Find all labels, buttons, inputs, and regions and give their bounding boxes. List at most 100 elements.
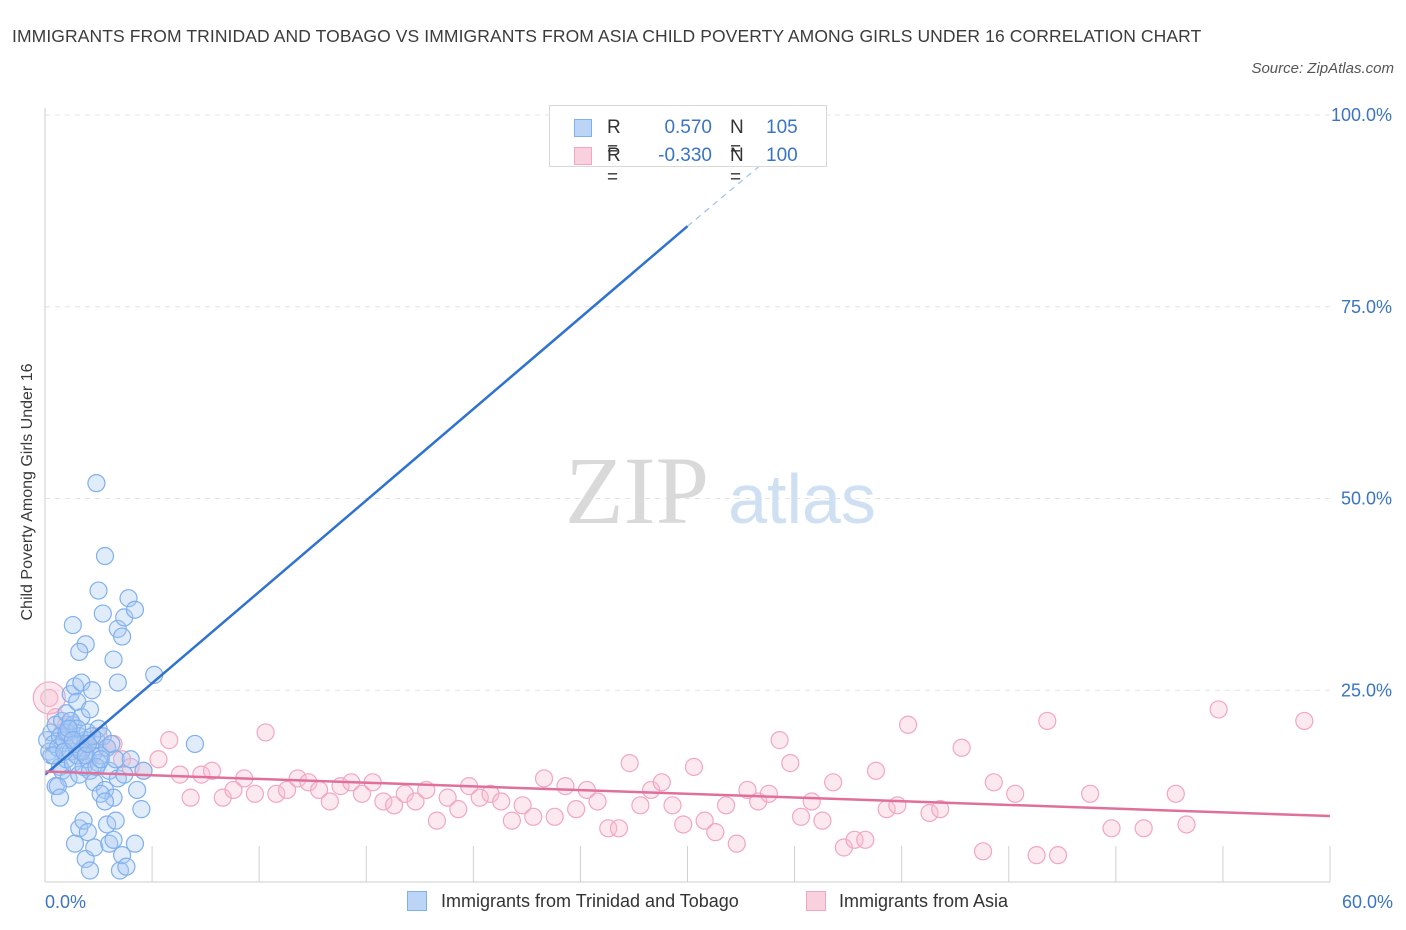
- data-point: [89, 581, 108, 600]
- x-tick-labels: 0.0% 60.0%: [45, 892, 1393, 912]
- data-point: [267, 784, 286, 803]
- trend-lines: [44, 118, 1331, 818]
- stats-n-label: N =: [730, 145, 744, 188]
- y-tick-label: 75.0%: [1341, 297, 1392, 317]
- data-point: [384, 796, 404, 815]
- data-point: [352, 784, 372, 803]
- data-point: [117, 857, 136, 876]
- y-tick-label: 100.0%: [1331, 105, 1392, 125]
- data-point: [181, 788, 200, 807]
- data-point: [567, 800, 586, 819]
- stats-r-value: -0.330: [658, 145, 712, 166]
- data-point: [802, 792, 821, 811]
- data-point: [1209, 700, 1228, 719]
- data-point: [104, 650, 123, 669]
- trend-line-trinidad: [44, 225, 689, 776]
- series-trinidad-points: [38, 474, 205, 880]
- stats-r-label: R =: [607, 117, 621, 160]
- y-tick-label: 25.0%: [1341, 680, 1392, 700]
- data-point: [524, 807, 543, 826]
- data-point: [106, 750, 125, 769]
- series-asia-points: [32, 681, 1314, 865]
- stats-n-label: N =: [730, 117, 744, 160]
- data-point: [534, 769, 554, 788]
- data-point: [98, 815, 117, 834]
- data-point: [80, 861, 100, 880]
- stats-n-value: 105: [766, 117, 798, 138]
- data-point: [50, 788, 70, 807]
- legend: Immigrants from Trinidad and Tobago Immi…: [0, 889, 1406, 915]
- data-point: [609, 819, 629, 838]
- stats-n-value: 100: [766, 145, 798, 166]
- data-point: [770, 731, 789, 750]
- data-point: [91, 750, 110, 769]
- data-point: [95, 792, 115, 811]
- data-point: [125, 600, 145, 619]
- data-point: [545, 807, 564, 826]
- data-point: [759, 784, 778, 803]
- data-point: [791, 807, 811, 826]
- legend-swatch-trinidad: [407, 891, 427, 911]
- data-point: [856, 830, 875, 849]
- data-point: [920, 803, 939, 823]
- data-point: [931, 800, 950, 819]
- data-point: [898, 715, 918, 734]
- data-point: [984, 773, 1003, 792]
- legend-swatch-asia: [806, 891, 826, 911]
- data-point: [127, 780, 147, 800]
- data-point: [63, 731, 82, 750]
- stats-swatch-trinidad: [574, 119, 592, 137]
- data-point: [492, 792, 511, 811]
- data-point: [1177, 815, 1196, 834]
- legend-label-trinidad: Immigrants from Trinidad and Tobago: [441, 891, 739, 911]
- trend-line-trinidad-extension: [687, 118, 817, 227]
- data-point: [599, 819, 618, 838]
- data-point: [59, 719, 78, 738]
- data-point: [1102, 819, 1121, 838]
- data-point: [706, 823, 725, 842]
- data-point: [652, 773, 671, 792]
- source-label: Source: ZipAtlas.com: [1251, 60, 1394, 77]
- data-point: [70, 642, 89, 662]
- x-tick-label-max: 60.0%: [1342, 892, 1393, 912]
- data-point: [866, 761, 886, 780]
- data-point: [95, 546, 115, 566]
- stats-r-value: 0.570: [664, 117, 712, 138]
- x-axis-ticks: [151, 846, 1331, 882]
- data-point: [556, 777, 575, 796]
- data-point: [112, 846, 132, 865]
- data-point: [470, 788, 489, 807]
- data-point: [80, 700, 100, 719]
- data-point: [973, 842, 993, 861]
- data-point: [202, 761, 222, 780]
- data-point: [502, 811, 521, 830]
- data-point: [119, 589, 138, 608]
- stats-swatch-asia: [574, 147, 592, 165]
- watermark: ZIP atlas: [565, 437, 876, 544]
- data-point: [738, 780, 757, 800]
- data-point: [438, 788, 457, 807]
- data-point: [631, 796, 650, 815]
- data-point: [102, 734, 121, 754]
- data-point: [132, 800, 151, 819]
- data-point: [1134, 819, 1153, 838]
- data-point: [108, 673, 127, 692]
- data-point: [185, 734, 205, 754]
- data-point: [245, 784, 264, 803]
- data-point: [663, 796, 682, 815]
- data-point: [674, 815, 693, 834]
- data-point: [684, 757, 704, 777]
- data-point: [104, 830, 123, 849]
- data-point: [125, 834, 145, 853]
- data-point: [112, 627, 132, 646]
- data-point: [695, 811, 714, 830]
- data-point: [1038, 711, 1057, 731]
- data-point: [427, 811, 447, 830]
- data-point: [620, 754, 639, 773]
- data-point: [78, 823, 97, 842]
- data-point: [588, 792, 607, 811]
- data-point: [87, 474, 106, 493]
- y-tick-label: 50.0%: [1341, 489, 1392, 509]
- data-point: [888, 796, 907, 815]
- data-point: [1048, 846, 1068, 865]
